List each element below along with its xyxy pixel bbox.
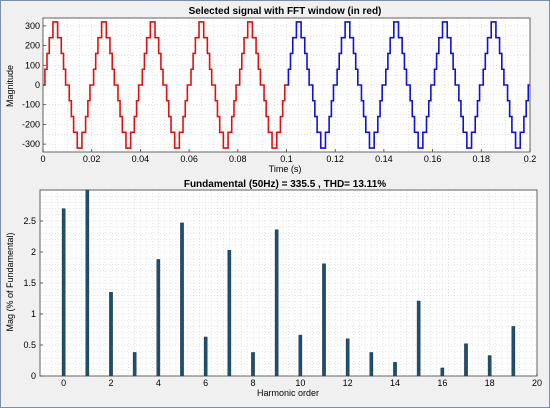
harmonic-ytick-label: 0.5 [23, 340, 36, 350]
harmonic-bar-4 [156, 259, 161, 377]
harmonic-bar-0 [61, 208, 66, 377]
harmonic-bar-18 [487, 355, 492, 377]
harmonic-bar-10 [298, 334, 303, 377]
harmonic-chart-ylabel: Mag (% of Fundamental) [5, 232, 15, 331]
harmonic-bar-7 [227, 249, 232, 377]
harmonic-bar-3 [132, 352, 137, 377]
signal-xtick-label: 0.04 [132, 154, 150, 164]
signal-xtick-label: 0 [40, 154, 45, 164]
signal-ytick-label: 300 [25, 21, 40, 31]
harmonic-bar-1 [85, 189, 90, 377]
harmonic-bar-11 [322, 263, 326, 377]
signal-xtick-label: 0.16 [424, 154, 442, 164]
harmonic-bar-19 [511, 326, 516, 377]
harmonic-xtick-label: 16 [437, 378, 447, 388]
harmonic-chart: 0 2 4 6 8 10 12 14 16 18 20 2.5 2 1.5 1 0.5 0 [23, 189, 542, 388]
harmonic-xtick-label: 2 [108, 378, 113, 388]
signal-chart: 0 0.02 0.04 0.06 0.08 0.1 0.12 0.14 0.16 0.18 0.2 3… [22, 17, 537, 164]
signal-chart-xlabel: Time (s) [269, 164, 302, 174]
harmonic-ytick-label: 2.5 [23, 216, 36, 226]
harmonic-xtick-label: 12 [343, 378, 353, 388]
harmonic-bar-15 [416, 300, 421, 377]
signal-xtick-label: 0.1 [280, 154, 293, 164]
harmonic-bar-13 [369, 352, 374, 377]
signal-ytick-label: -100 [22, 100, 40, 110]
harmonic-xtick-label: 8 [250, 378, 255, 388]
harmonic-bar-12 [345, 338, 350, 377]
harmonic-ytick-label: 0 [31, 371, 36, 381]
harmonic-ytick-label: 1 [31, 309, 36, 319]
signal-chart-ylabel: Magnitude [5, 65, 15, 107]
harmonic-xtick-label: 4 [156, 378, 161, 388]
harmonic-bar-8 [251, 352, 255, 377]
harmonic-ytick-label: 1.5 [23, 278, 36, 288]
signal-xtick-label: 0.18 [473, 154, 491, 164]
signal-xtick-label: 0.14 [375, 154, 393, 164]
harmonic-xtick-label: 10 [295, 378, 305, 388]
harmonic-chart-xlabel: Harmonic order [257, 388, 319, 398]
harmonic-xtick-label: 18 [485, 378, 495, 388]
harmonic-ytick-label: 2 [31, 247, 36, 257]
signal-ytick-label: 100 [25, 60, 40, 70]
signal-xtick-label: 0.2 [524, 154, 537, 164]
harmonic-bar-5 [180, 222, 184, 377]
signal-xtick-label: 0.02 [83, 154, 101, 164]
harmonic-bar-6 [203, 336, 208, 377]
signal-series-0 [43, 21, 287, 149]
harmonic-xtick-label: 0 [61, 378, 66, 388]
signal-chart-title: Selected signal with FFT window (in red) [189, 6, 382, 17]
signal-ytick-label: -200 [22, 119, 40, 129]
harmonic-bar-9 [274, 229, 279, 377]
harmonic-bar-2 [109, 292, 113, 377]
signal-xtick-label: 0.06 [180, 154, 198, 164]
harmonic-bar-17 [464, 343, 468, 377]
signal-ytick-label: 0 [35, 80, 40, 90]
harmonic-xtick-label: 20 [532, 378, 542, 388]
signal-ytick-label: 200 [25, 41, 40, 51]
harmonic-xtick-label: 6 [203, 378, 208, 388]
signal-ytick-label: -300 [22, 139, 40, 149]
harmonic-xtick-label: 14 [390, 378, 400, 388]
signal-xtick-label: 0.08 [229, 154, 247, 164]
harmonic-chart-title: Fundamental (50Hz) = 335.5 , THD= 13.11% [184, 179, 386, 190]
signal-xtick-label: 0.12 [326, 154, 344, 164]
signal-series-1 [286, 21, 530, 149]
